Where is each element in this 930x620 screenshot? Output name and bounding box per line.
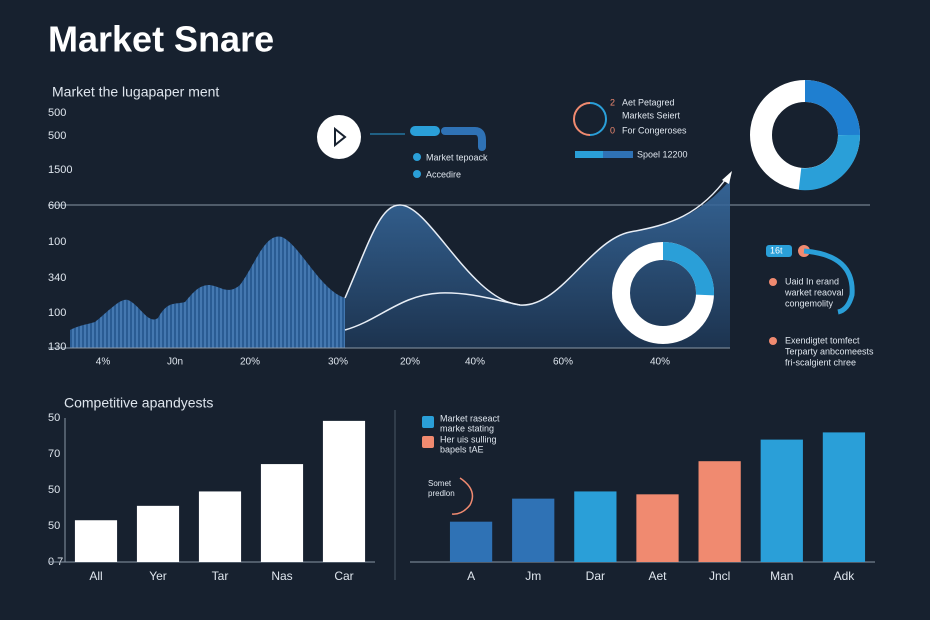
y-label: 50 xyxy=(48,520,60,532)
play-button[interactable] xyxy=(317,115,361,159)
bullet xyxy=(769,337,777,345)
stat-number: 0 xyxy=(610,125,615,135)
legend-dot xyxy=(413,170,421,178)
annotation: predlon xyxy=(428,489,455,498)
x-label: 40% xyxy=(465,357,485,368)
arrow xyxy=(722,171,732,184)
legend-label: Market tepoack xyxy=(426,152,488,162)
title: Market Snare xyxy=(48,19,274,60)
progress xyxy=(603,151,633,158)
bar xyxy=(822,432,866,562)
x-tick-label: Dar xyxy=(586,569,605,583)
legend-label: Market raseact xyxy=(440,413,500,423)
stat-text: Markets Seiert xyxy=(622,110,681,120)
bar xyxy=(198,491,242,562)
donut-segment xyxy=(804,80,860,136)
legend-swatch xyxy=(422,436,434,448)
gauge xyxy=(573,102,591,136)
y-label: 100 xyxy=(48,236,66,248)
note: Exendigtet tomfect xyxy=(785,335,860,345)
x-label: 60% xyxy=(553,357,573,368)
y-label: 1500 xyxy=(48,164,72,176)
x-label: 20% xyxy=(400,357,420,368)
y-label: 340 xyxy=(48,272,66,284)
stat-text: Aet Petagred xyxy=(622,97,675,107)
bar xyxy=(136,505,180,562)
x-tick-label: Adk xyxy=(834,569,856,583)
bar xyxy=(698,461,741,562)
legend-label: Accedire xyxy=(426,169,461,179)
note: fri-scalgient chree xyxy=(785,357,856,367)
donut-segment xyxy=(798,134,861,191)
connector xyxy=(803,248,855,315)
tag xyxy=(766,245,792,257)
x-tick-label: Tar xyxy=(212,569,229,583)
area xyxy=(345,180,730,348)
x-label: 40% xyxy=(650,357,670,368)
x-label: J0n xyxy=(167,357,183,368)
x-tick-label: Car xyxy=(334,569,353,583)
bar xyxy=(574,491,617,562)
bar xyxy=(760,439,803,562)
x-label: 30% xyxy=(328,357,348,368)
y-label: 500 xyxy=(48,130,66,142)
y-label: 50 xyxy=(48,412,60,424)
y-label: 600 xyxy=(48,200,66,212)
bullet xyxy=(769,278,777,286)
gauge xyxy=(589,102,607,136)
x-tick-label: Aet xyxy=(648,569,667,583)
annotation-arrow xyxy=(451,477,474,515)
bar xyxy=(512,498,555,562)
bar xyxy=(260,464,304,562)
bar xyxy=(74,520,118,562)
legend-label: bapels tAE xyxy=(440,444,484,454)
x-tick-label: Yer xyxy=(149,569,167,583)
line xyxy=(344,292,521,331)
legend-dot xyxy=(413,153,421,161)
stat-text: For Congeroses xyxy=(622,125,687,135)
area xyxy=(70,236,345,348)
y-label: 130 xyxy=(48,341,66,353)
stat-number: 2 xyxy=(610,97,615,107)
play-icon xyxy=(334,126,347,148)
legend-bar xyxy=(441,127,486,151)
bar xyxy=(322,420,366,562)
y-label: 50 xyxy=(48,484,60,496)
chart-title: Competitive apandyests xyxy=(64,395,213,411)
bar xyxy=(449,521,493,562)
note: Uaid In erand xyxy=(785,276,839,286)
legend-bar xyxy=(410,126,440,136)
bar xyxy=(636,494,679,562)
x-tick-label: Nas xyxy=(271,569,292,583)
progress-label: Spoel 12200 xyxy=(637,149,688,159)
x-label: 4% xyxy=(96,357,111,368)
progress xyxy=(575,151,603,158)
legend-swatch xyxy=(422,416,434,428)
y-label: 100 xyxy=(48,307,66,319)
x-tick-label: Man xyxy=(770,569,793,583)
y-label: 70 xyxy=(48,448,60,460)
note: warket reaoval xyxy=(784,287,844,297)
note: congemolity xyxy=(785,298,834,308)
section-title: Market the lugapaper ment xyxy=(52,84,219,100)
y-label: 500 xyxy=(48,107,66,119)
note: Terparty anbcomeests xyxy=(785,346,874,356)
x-label: 20% xyxy=(240,357,260,368)
x-tick-label: A xyxy=(467,569,475,583)
x-tick-label: Jncl xyxy=(709,569,730,583)
x-tick-label: All xyxy=(89,569,102,583)
legend-label: marke stating xyxy=(440,423,494,433)
donut-segment xyxy=(662,241,715,296)
legend-label: Her uis sulling xyxy=(440,434,497,444)
x-tick-label: Jm xyxy=(525,569,541,583)
annotation: Somet xyxy=(428,479,452,488)
tag-label: 16t xyxy=(770,245,783,255)
